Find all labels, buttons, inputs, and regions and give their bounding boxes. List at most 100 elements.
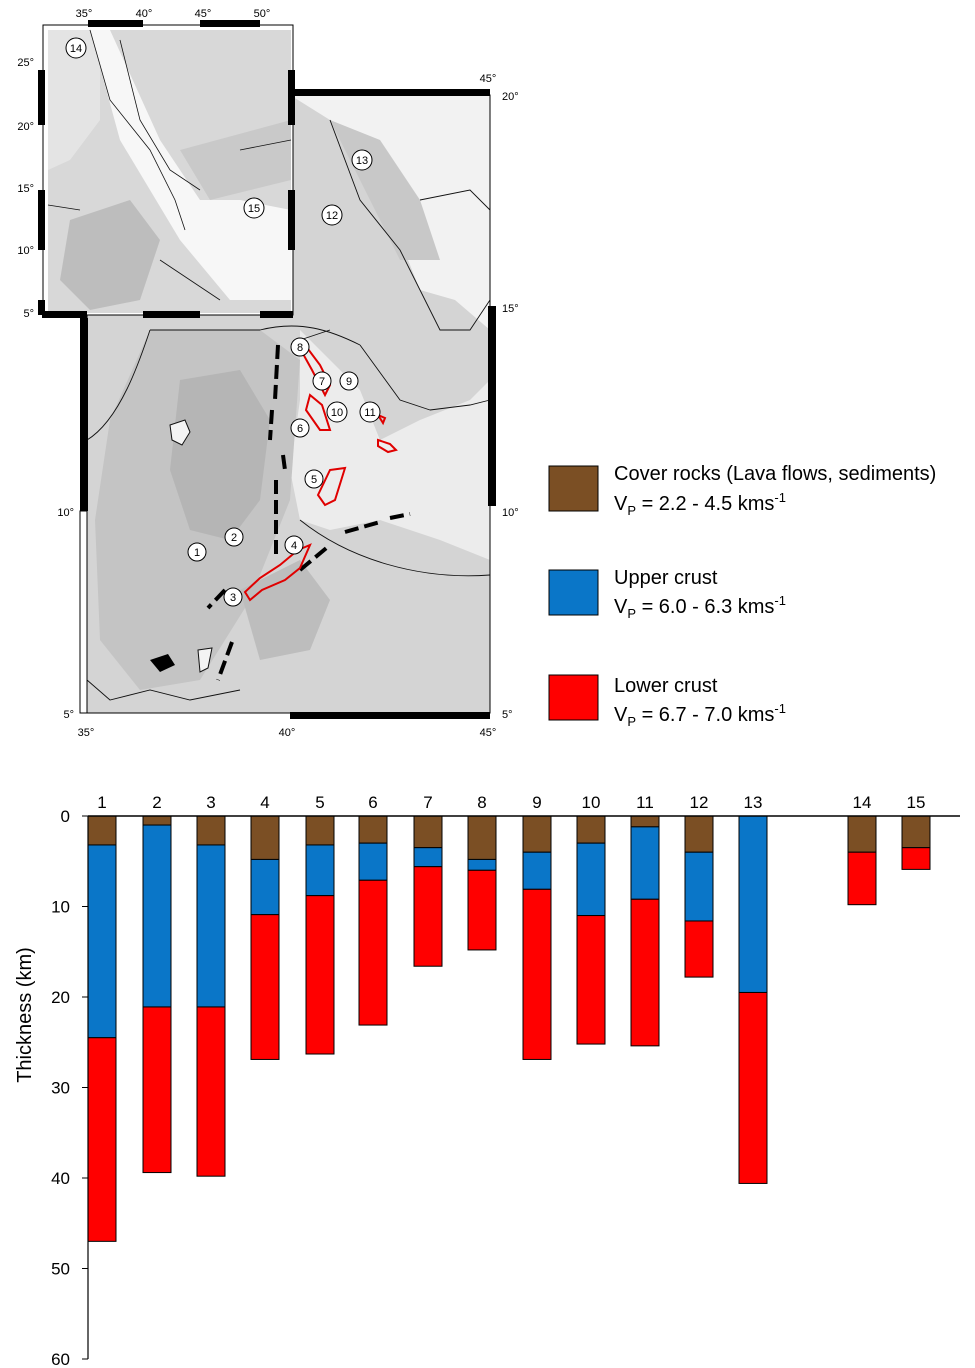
x-tick-labels: 1 2 3 4 5 6 7 8 9 10 11 12 13 14 15 [97,793,925,812]
bar-segment-9-lower [522,888,552,1060]
site-marker: 13 [351,149,373,171]
site-marker: 2 [224,527,244,547]
inset-lon-tick: 50° [254,8,271,20]
x-tick-label: 13 [744,793,763,812]
y-axis-label: Thickness (km) [14,947,36,1083]
y-tick-label: 40 [51,1169,70,1188]
bar-segment-5-upper [305,844,335,897]
bar-segment-4-lower [250,914,280,1060]
site-marker: 8 [290,337,310,357]
bar-segment-8-lower [467,869,497,951]
main-lon-tick: 40° [279,727,296,739]
site-marker: 10 [326,401,348,423]
bar-segment-1-upper [87,844,117,1039]
inset-lon-tick: 35° [76,8,93,20]
bar-segment-3-upper [196,844,226,1008]
x-tick-label: 8 [477,793,486,812]
main-lat-tick: 5° [63,709,74,721]
bar-segment-9-upper [522,851,552,890]
site-label: 9 [346,376,352,388]
bar-segment-12-cover [684,815,714,853]
site-label: 8 [297,342,303,354]
legend-vp: VP = 2.2 - 4.5 kms-1 [614,490,786,518]
site-label: 2 [231,532,237,544]
x-tick-label: 6 [368,793,377,812]
bar-segment-7-upper [413,847,443,868]
y-tick-label: 60 [51,1350,70,1368]
bar-segment-14-lower [847,851,877,906]
legend-swatch [548,465,599,512]
site-marker: 14 [65,37,87,59]
legend-swatch [548,569,599,616]
site-marker: 1 [187,542,207,562]
y-tick-label: 30 [51,1079,70,1098]
legend-vp: VP = 6.7 - 7.0 kms-1 [614,701,786,729]
bar-segment-10-upper [576,842,606,917]
legend-label: Cover rocks (Lava flows, sediments) [614,463,936,485]
legend-vp: VP = 6.0 - 6.3 kms-1 [614,593,786,621]
bar-segment-14-cover [847,815,877,853]
x-tick-label: 1 [97,793,106,812]
site-marker: 4 [284,535,304,555]
bar-segment-6-cover [358,815,388,844]
site-label: 14 [70,43,82,55]
site-label: 11 [364,407,375,419]
x-tick-label: 10 [582,793,601,812]
bar-segment-7-lower [413,866,443,967]
bar-segment-6-upper [358,842,388,881]
main-lon-tick: 45° [480,73,497,85]
site-label: 7 [319,376,325,388]
bar-segment-11-upper [630,826,660,900]
site-label: 3 [230,592,236,604]
bar-segment-8-cover [467,815,497,860]
x-tick-label: 3 [206,793,215,812]
y-tick-label: 10 [51,898,70,917]
site-marker: 11 [359,401,381,423]
inset-lat-tick: 5° [23,308,34,320]
bar-segment-5-cover [305,815,335,846]
site-marker: 12 [321,204,343,226]
main-lat-tick: 5° [502,709,513,721]
x-tick-label: 14 [853,793,872,812]
site-marker: 15 [243,197,265,219]
inset-lon-tick: 45° [195,8,212,20]
main-lat-tick: 15° [502,303,519,315]
bars-group [87,815,931,1242]
bar-segment-3-lower [196,1006,226,1177]
x-tick-label: 15 [907,793,926,812]
legend-item-lower-crust: Lower crust VP = 6.7 - 7.0 kms-1 [548,674,786,729]
site-label: 12 [326,210,338,222]
bar-segment-7-cover [413,815,443,849]
x-tick-label: 12 [690,793,709,812]
site-markers: 1 2 3 4 5 6 7 8 9 10 11 12 13 14 15 [65,37,381,607]
bar-segment-4-cover [250,815,280,860]
inset-lon-tick: 40° [136,8,153,20]
site-label: 4 [291,540,297,552]
bar-segment-12-lower [684,920,714,978]
legend-label: Lower crust [614,675,718,697]
site-marker: 7 [312,371,332,391]
legend-item-upper-crust: Upper crust VP = 6.0 - 6.3 kms-1 [548,567,786,621]
bar-segment-8-upper [467,858,497,871]
main-lon-tick: 35° [78,727,95,739]
inset-lat-tick: 25° [17,57,34,69]
site-label: 10 [331,407,343,419]
y-axis: 0 10 20 30 40 50 60 [51,807,960,1368]
bar-segment-1-lower [87,1037,117,1242]
bar-segment-4-upper [250,858,280,916]
y-tick-label: 50 [51,1260,70,1279]
site-marker: 5 [304,469,324,489]
bar-segment-15-lower [901,847,931,870]
legend-label: Upper crust [614,567,718,589]
bar-segment-13-lower [738,991,768,1184]
site-label: 6 [297,423,303,435]
inset-lat-tick: 15° [17,183,34,195]
bar-segment-2-cover [142,815,172,826]
bar-segment-1-cover [87,815,117,846]
site-label: 1 [194,547,200,559]
bar-segment-10-cover [576,815,606,844]
bar-segment-12-upper [684,851,714,922]
main-lat-tick: 20° [502,91,519,103]
inset-lat-tick: 20° [17,121,34,133]
